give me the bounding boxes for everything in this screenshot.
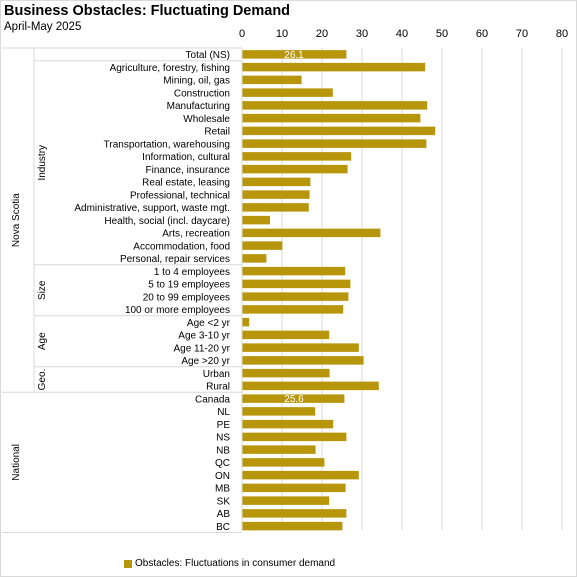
bar bbox=[242, 445, 316, 454]
bar bbox=[242, 113, 421, 123]
category-label: Personal, repair services bbox=[120, 254, 230, 265]
bar bbox=[242, 458, 325, 467]
bar bbox=[242, 177, 311, 187]
data-label: 26.1 bbox=[284, 50, 304, 61]
category-label: Agriculture, forestry, fishing bbox=[110, 63, 230, 74]
bar bbox=[242, 164, 348, 174]
category-label: Real estate, leasing bbox=[142, 178, 230, 189]
category-label: Urban bbox=[203, 369, 230, 380]
bar bbox=[242, 241, 283, 250]
category-label: SK bbox=[217, 496, 231, 507]
x-tick-label: 10 bbox=[276, 28, 288, 40]
legend: Obstacles: Fluctuations in consumer dema… bbox=[124, 558, 335, 569]
category-label: 5 to 19 employees bbox=[148, 280, 230, 291]
bar bbox=[242, 228, 381, 238]
bar bbox=[242, 50, 347, 59]
category-label: NB bbox=[216, 445, 230, 456]
bar bbox=[242, 394, 345, 403]
category-label: Arts, recreation bbox=[162, 229, 230, 240]
chart-title: Business Obstacles: Fluctuating Demand bbox=[4, 3, 291, 19]
bar bbox=[242, 432, 347, 442]
bar bbox=[242, 75, 302, 85]
category-label: Age 11-20 yr bbox=[173, 343, 230, 354]
bar bbox=[242, 483, 346, 493]
legend-label: Obstacles: Fluctuations in consumer dema… bbox=[135, 558, 336, 569]
x-tick-label: 40 bbox=[396, 28, 408, 40]
x-tick-label: 20 bbox=[316, 28, 328, 40]
category-label: Total (NS) bbox=[186, 50, 230, 61]
bar bbox=[242, 419, 334, 429]
bar bbox=[242, 496, 330, 505]
x-tick-label: 30 bbox=[356, 28, 368, 40]
bar bbox=[242, 521, 343, 531]
category-label: Age >20 yr bbox=[181, 356, 230, 367]
subgroup-label: Size bbox=[37, 280, 48, 300]
subgroup-label: Age bbox=[37, 332, 48, 350]
bar bbox=[242, 152, 352, 161]
bar bbox=[242, 368, 330, 378]
bar bbox=[242, 126, 436, 136]
bar bbox=[242, 509, 347, 518]
category-label: Manufacturing bbox=[167, 101, 230, 112]
x-tick-label: 0 bbox=[239, 28, 245, 40]
bar bbox=[242, 88, 333, 97]
category-label: Age <2 yr bbox=[187, 318, 231, 329]
category-label: Information, cultural bbox=[142, 152, 230, 163]
data-label: 25.6 bbox=[284, 394, 304, 405]
bar bbox=[242, 317, 250, 327]
subgroup-label: Geo. bbox=[37, 369, 48, 391]
category-label: ON bbox=[215, 471, 230, 482]
category-label: Construction bbox=[174, 88, 230, 99]
category-label: NS bbox=[216, 433, 230, 444]
category-label: 1 to 4 employees bbox=[154, 267, 230, 278]
group-label: National bbox=[11, 444, 22, 481]
bar bbox=[242, 356, 364, 365]
category-label: QC bbox=[215, 458, 230, 469]
category-label: Canada bbox=[195, 394, 230, 405]
group-label: Nova Scotia bbox=[11, 193, 22, 247]
x-tick-label: 70 bbox=[516, 28, 528, 40]
bar bbox=[242, 139, 427, 148]
category-label: Mining, oil, gas bbox=[163, 76, 230, 87]
category-label: Accommodation, food bbox=[133, 241, 230, 252]
bar bbox=[242, 305, 344, 314]
x-tick-label: 60 bbox=[476, 28, 488, 40]
chart-subtitle: April-May 2025 bbox=[4, 21, 82, 33]
category-label: 20 to 99 employees bbox=[143, 292, 230, 303]
category-label: Professional, technical bbox=[130, 190, 230, 201]
category-label: Age 3-10 yr bbox=[178, 331, 230, 342]
category-label: 100 or more employees bbox=[125, 305, 230, 316]
bar bbox=[242, 407, 316, 416]
bar bbox=[242, 470, 359, 480]
bar bbox=[242, 292, 349, 301]
bar bbox=[242, 190, 310, 199]
category-label: Finance, insurance bbox=[146, 165, 231, 176]
subgroup-label: Industry bbox=[37, 145, 48, 181]
bar bbox=[242, 279, 351, 289]
legend-swatch bbox=[124, 559, 132, 568]
bar bbox=[242, 203, 309, 212]
bar bbox=[242, 101, 428, 110]
category-label: AB bbox=[217, 509, 231, 520]
bar bbox=[242, 381, 379, 391]
category-label: PE bbox=[217, 420, 231, 431]
x-tick-label: 50 bbox=[436, 28, 448, 40]
category-label: MB bbox=[215, 484, 230, 495]
category-label: NL bbox=[217, 407, 230, 418]
category-label: Transportation, warehousing bbox=[104, 139, 230, 150]
category-label: Administrative, support, waste mgt. bbox=[74, 203, 230, 214]
bar bbox=[242, 215, 270, 225]
category-label: Retail bbox=[204, 127, 230, 138]
bar bbox=[242, 343, 359, 352]
category-label: Wholesale bbox=[183, 114, 230, 125]
bar bbox=[242, 254, 267, 263]
bar bbox=[242, 266, 346, 276]
category-label: Health, social (incl. daycare) bbox=[104, 216, 230, 227]
x-tick-label: 80 bbox=[556, 28, 568, 40]
category-label: Rural bbox=[206, 382, 230, 393]
category-label: BC bbox=[216, 522, 230, 533]
bar bbox=[242, 62, 426, 72]
bar bbox=[242, 330, 330, 340]
